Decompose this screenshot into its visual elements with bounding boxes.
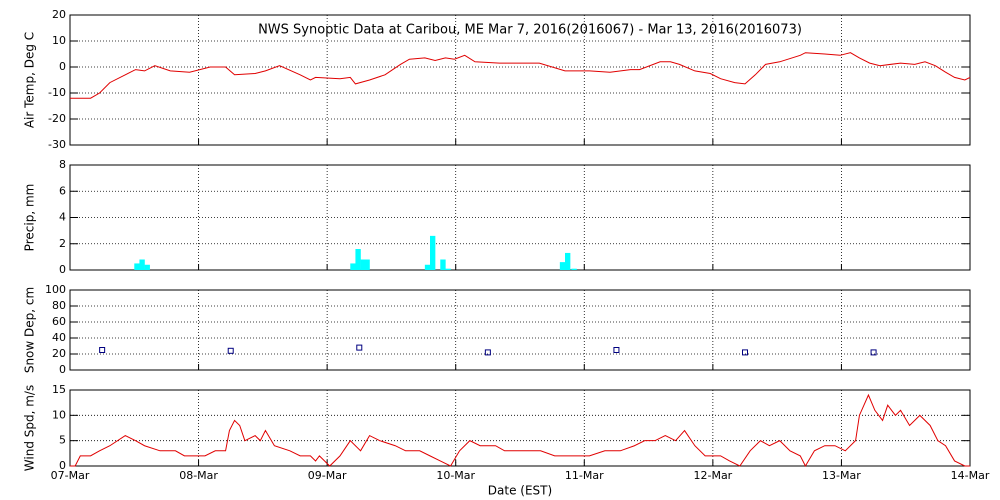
y-tick-label: 2 [59, 237, 66, 250]
x-tick-label: 07-Mar [51, 469, 90, 482]
y-tick-label: 0 [59, 60, 66, 73]
bar [565, 252, 571, 270]
y-tick-label: 15 [52, 383, 66, 396]
x-tick-label: 14-Mar [951, 469, 990, 482]
y-tick-label: -10 [48, 86, 66, 99]
y-tick-label: 5 [59, 434, 66, 447]
y-tick-label: 0 [59, 363, 66, 376]
point [870, 349, 877, 356]
data-line [70, 52, 971, 99]
y-tick-label: -20 [48, 112, 66, 125]
x-axis-label: Date (EST) [488, 484, 552, 498]
point [356, 344, 363, 351]
y-axis-label: Precip, mm [23, 184, 37, 252]
bar [559, 262, 566, 270]
point [613, 347, 620, 353]
y-tick-label: 10 [52, 34, 66, 47]
x-tick-label: 08-Mar [179, 469, 218, 482]
bar [571, 268, 577, 270]
bar [355, 249, 361, 270]
bar [440, 259, 446, 270]
point [484, 349, 491, 356]
plot-frame [69, 164, 971, 271]
point [99, 347, 106, 353]
bar [430, 235, 436, 270]
y-tick-label: 6 [59, 184, 66, 197]
y-tick-label: 8 [59, 158, 66, 171]
y-axis-label: Air Temp, Deg C [23, 32, 37, 128]
bar [144, 264, 150, 270]
bar [445, 268, 451, 270]
y-tick-label: 4 [59, 211, 66, 224]
chart-title: NWS Synoptic Data at Caribou, ME Mar 7, … [258, 23, 802, 38]
y-tick-label: 40 [52, 331, 66, 344]
y-tick-label: 0 [59, 263, 66, 276]
y-axis-label: Snow Dep, cm [23, 287, 37, 373]
bar [134, 263, 140, 270]
y-tick-label: 80 [52, 299, 66, 312]
bar [350, 263, 356, 270]
bar [360, 259, 366, 270]
point [227, 347, 234, 354]
bar [364, 259, 370, 270]
plot-frame [69, 389, 971, 467]
plot-frame [69, 14, 971, 146]
plot-frame [69, 289, 971, 371]
y-tick-label: 10 [52, 408, 66, 421]
x-tick-label: 12-Mar [693, 469, 732, 482]
y-tick-label: -30 [48, 138, 66, 151]
y-tick-label: 20 [52, 8, 66, 21]
x-tick-label: 09-Mar [308, 469, 347, 482]
y-tick-label: 0 [59, 459, 66, 472]
x-tick-label: 10-Mar [436, 469, 475, 482]
data-line [70, 393, 970, 468]
bar [139, 259, 145, 270]
y-tick-label: 20 [52, 347, 66, 360]
y-axis-label: Wind Spd, m/s [23, 385, 37, 471]
y-tick-label: 100 [45, 283, 66, 296]
bar [424, 264, 431, 270]
y-tick-label: 60 [52, 315, 66, 328]
x-tick-label: 13-Mar [822, 469, 861, 482]
point [742, 349, 748, 356]
x-tick-label: 11-Mar [565, 469, 604, 482]
